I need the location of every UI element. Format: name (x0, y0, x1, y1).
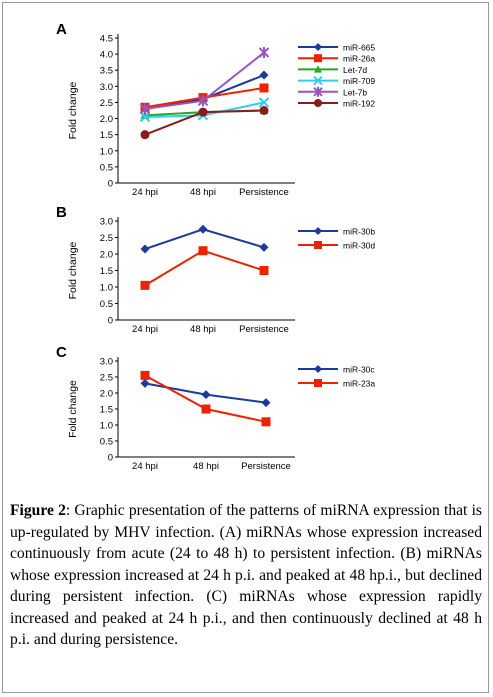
y-tick-label: 3.5 (100, 66, 113, 77)
data-point (139, 111, 151, 123)
data-point (198, 107, 208, 117)
y-tick-label: 0 (108, 316, 113, 327)
x-tick-label: Persistence (239, 324, 289, 335)
data-point (140, 370, 150, 380)
legend-label: Let-7b (343, 87, 367, 97)
legend-swatch-marker (313, 86, 323, 97)
panel-letter: B (56, 204, 67, 221)
y-tick-label: 0 (108, 453, 113, 464)
data-point (258, 97, 270, 108)
data-point (198, 246, 208, 256)
legend-swatch-marker (314, 365, 322, 373)
series-mir-30b (140, 224, 269, 254)
y-tick-label: 2.5 (100, 233, 113, 244)
y-tick-label: 3.0 (100, 357, 113, 368)
data-point (139, 103, 151, 115)
y-tick-label: 3.0 (100, 82, 113, 93)
panel-letter: A (56, 21, 67, 38)
series-mir-23a (140, 370, 271, 427)
data-point (259, 83, 269, 93)
data-point (197, 95, 209, 107)
chart-panel-c: C 0 0.5 1.0 1.5 2.0 2.5 3.0 Fold change 24 hpi 48 … (56, 344, 375, 472)
data-point (258, 47, 270, 58)
y-tick-label: 1.5 (100, 266, 113, 277)
y-tick-label: 0.5 (100, 162, 113, 173)
legend-label: miR-30b (343, 227, 375, 237)
x-tick-label: 24 hpi (132, 461, 158, 472)
y-tick-label: 0 (108, 179, 113, 190)
legend-label: miR-26a (343, 54, 375, 64)
legend-swatch-marker (314, 43, 322, 51)
series-line (144, 249, 265, 287)
figure-caption: Figure 2: Graphic presentation of the pa… (10, 500, 482, 651)
y-tick-label: 4.5 (100, 34, 113, 45)
panel-letter: C (56, 344, 67, 361)
data-point (259, 266, 269, 275)
y-tick-label: 2.0 (100, 250, 113, 261)
data-point (261, 417, 271, 427)
series-let-7b (139, 47, 270, 115)
data-point (198, 224, 208, 234)
x-tick-label: 48 hpi (190, 187, 216, 198)
legend-label: Let-7d (343, 65, 367, 75)
y-tick-label: 1.5 (100, 130, 113, 141)
y-tick-label: 1.0 (100, 421, 113, 432)
chart-panel-b: B 0 0.5 1.0 1.5 2.0 2.5 3.0 Fold change 24 hpi 48 … (56, 204, 375, 335)
data-point (140, 280, 150, 290)
y-axis-label: Fold change (67, 241, 79, 299)
data-point (140, 130, 150, 140)
chart-panel-a: A 0 0.5 1.0 1.5 2.0 2.5 3.0 3.5 4.0 4.5 Fold change… (56, 21, 375, 198)
legend-label: miR-665 (343, 43, 375, 53)
y-tick-label: 2.0 (100, 114, 113, 125)
y-tick-label: 2.0 (100, 389, 113, 400)
y-tick-label: 0.5 (100, 299, 113, 310)
legend-swatch-marker (314, 99, 322, 107)
y-axis-label: Fold change (67, 81, 79, 139)
y-tick-label: 1.0 (100, 146, 113, 157)
legend-label: miR-30d (343, 241, 375, 251)
y-tick-label: 4.0 (100, 50, 113, 61)
y-tick-label: 2.5 (100, 98, 113, 109)
caption-label: Figure 2 (10, 502, 66, 519)
legend-swatch-marker (314, 241, 322, 249)
legend-swatch-marker (314, 227, 322, 235)
figure-frame (2, 2, 489, 693)
x-tick-label: 48 hpi (193, 461, 219, 472)
x-tick-label: Persistence (241, 461, 291, 472)
x-tick-label: 24 hpi (132, 324, 158, 335)
x-tick-label: 48 hpi (190, 324, 216, 335)
data-point (259, 106, 269, 115)
legend-label: miR-23a (343, 379, 375, 389)
legend-label: miR-192 (343, 99, 375, 109)
legend-label: miR-709 (343, 76, 375, 86)
data-point (259, 70, 269, 80)
y-tick-label: 0.5 (100, 437, 113, 448)
legend-swatch-marker (314, 54, 322, 63)
legend-swatch-marker (314, 379, 322, 387)
y-tick-label: 1.5 (100, 405, 113, 416)
y-tick-label: 2.5 (100, 373, 113, 384)
y-tick-label: 3.0 (100, 217, 113, 228)
data-point (140, 378, 150, 388)
y-axis-label: Fold change (67, 380, 79, 438)
series-mir-192 (140, 106, 269, 140)
data-point (140, 244, 150, 254)
legend-label: miR-30c (343, 365, 375, 375)
x-tick-label: 24 hpi (132, 187, 158, 198)
legend-swatch-marker (313, 75, 323, 86)
legend-swatch-marker (314, 65, 322, 73)
caption-text: : Graphic presentation of the patterns o… (10, 502, 482, 648)
data-point (201, 390, 211, 400)
x-tick-label: Persistence (239, 187, 289, 198)
y-tick-label: 1.0 (100, 283, 113, 294)
data-point (259, 242, 269, 252)
series-mir-30d (140, 246, 269, 290)
data-point (261, 398, 271, 408)
data-point (201, 404, 211, 414)
